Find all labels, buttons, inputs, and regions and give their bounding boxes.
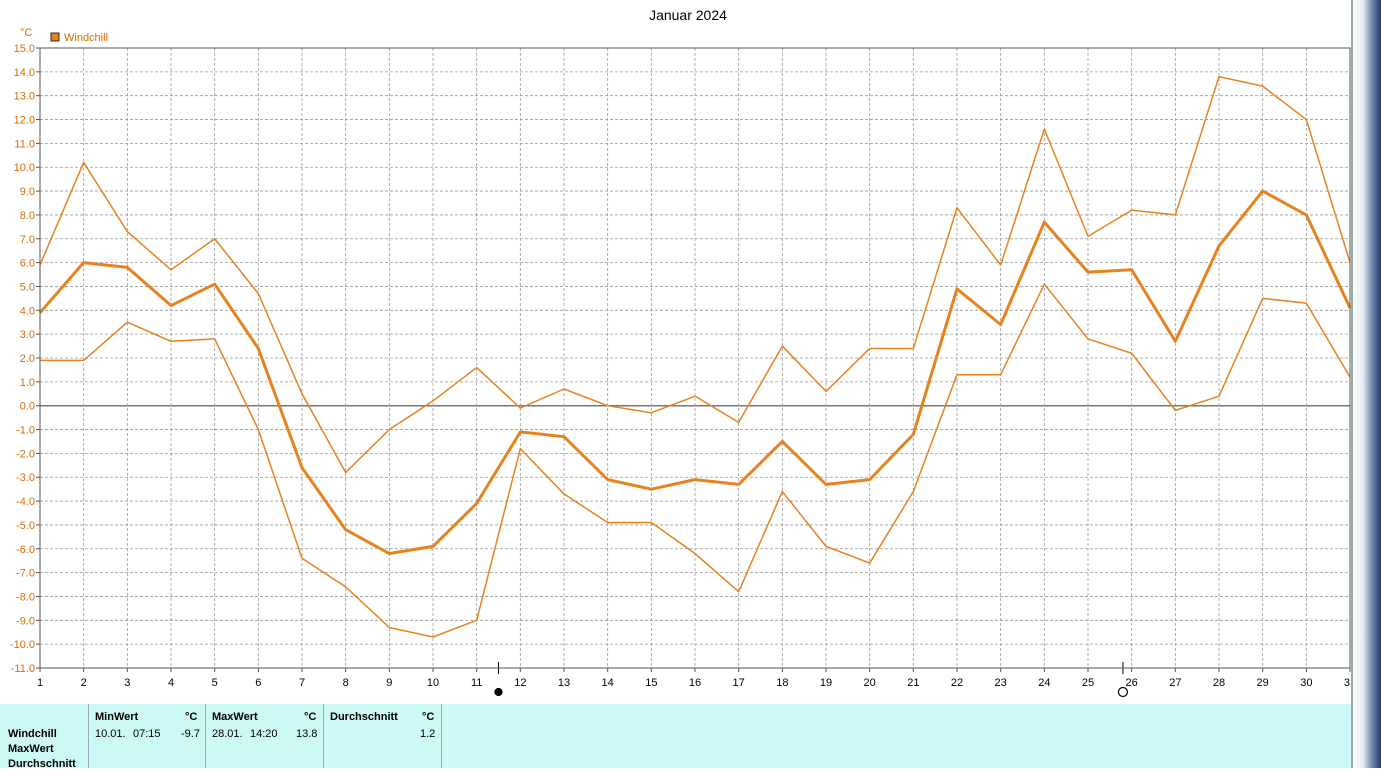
y-tick-label: 4.0 [20,305,35,317]
x-tick-label: 23 [995,677,1007,689]
y-tick-label: 0.0 [20,401,35,413]
x-tick-label: 7 [299,677,305,689]
y-tick-label: -10.0 [10,639,35,651]
series-line-1 [38,189,1352,556]
stats-row-label-durchschnitt: Durchschnitt [8,758,76,770]
y-tick-label: -7.0 [16,568,35,580]
y-tick-label: 8.0 [20,210,35,222]
y-tick-label: -11.0 [11,663,35,675]
x-tick-label: 16 [689,677,701,689]
y-tick-label: -4.0 [16,496,35,508]
legend-label: Windchill [64,32,108,44]
series-line-0 [39,75,1351,474]
x-tick-label: 27 [1169,677,1181,689]
chart-series [38,75,1352,638]
y-tick-label: 1.0 [20,377,35,389]
x-tick-label: 24 [1038,677,1050,689]
y-axis-unit: °C [20,27,32,39]
windchill-chart: Januar 2024 °C Windchill 15.014.013.012.… [10,7,1356,698]
min-header: MinWert [95,711,139,723]
x-tick-label: 11 [471,677,482,689]
y-tick-label: -9.0 [16,615,35,627]
y-tick-label: -2.0 [16,448,35,460]
x-tick-label: 2 [81,677,87,689]
y-tick-label: -3.0 [16,472,35,484]
max-time: 14:20 [250,728,278,740]
x-tick-label: 12 [514,677,526,689]
x-axis-ticks: 1 2 3 4 5 6 7 8 9 10 11 12 13 14 15 16 17 18 19 20 21 22 23 24 2… [37,668,1356,689]
x-tick-label: 1 [37,677,43,689]
x-tick-label: 26 [1126,677,1138,689]
y-tick-label: 13.0 [14,91,35,103]
full-moon-icon [494,687,503,697]
max-value: 13.8 [296,728,318,740]
y-tick-label: 15.0 [14,43,35,55]
chart-grid [40,47,1350,669]
x-tick-label: 6 [255,677,261,689]
x-tick-label: 15 [645,677,657,689]
stats-column-min: MinWert °C 10.01. 07:15 -9.7 [88,704,206,768]
window-edge [1351,0,1353,768]
avg-header: Durchschnitt [330,711,398,723]
series-line-2 [40,283,1351,638]
stats-row-label-maxwert: MaxWert [8,743,54,755]
y-tick-label: 12.0 [14,115,35,127]
min-time: 07:15 [133,728,161,740]
y-tick-label: 7.0 [20,234,35,246]
stats-column-max: MaxWert °C 28.01. 14:20 13.8 [205,704,324,768]
y-tick-label: 5.0 [20,281,35,293]
x-tick-label: 22 [951,677,963,689]
stats-column-avg: Durchschnitt °C 1.2 [323,704,442,768]
y-tick-label: 2.0 [20,353,35,365]
y-tick-label: 9.0 [20,186,35,198]
statistics-panel: Windchill MaxWert Durchschnitt MinWert °… [0,704,1351,770]
chart-title: Januar 2024 [649,7,727,23]
y-tick-label: 10.0 [14,162,35,174]
x-tick-label: 9 [386,677,392,689]
new-moon-icon [1117,686,1129,698]
x-tick-label: 17 [733,677,745,689]
x-tick-label: 29 [1257,677,1269,689]
y-axis-ticks: 15.0 14.0 13.0 12.0 11.0 10.0 9.0 8.0 7.0 6.0 5.0 4… [10,43,40,675]
legend-swatch [50,32,60,42]
x-tick-label: 13 [558,677,570,689]
y-tick-label: -8.0 [16,591,35,603]
x-tick-label: 4 [168,677,174,689]
desktop-background-strip [1351,0,1381,768]
stats-row-label-windchill: Windchill [8,728,57,740]
y-tick-label: 3.0 [20,329,35,341]
max-header: MaxWert [212,711,258,723]
x-tick-label: 19 [820,677,832,689]
plot-frame [39,47,1351,669]
x-tick-label: 18 [776,677,788,689]
max-unit: °C [304,711,317,723]
max-date: 28.01. [212,728,243,740]
avg-unit: °C [422,711,435,723]
x-tick-label: 20 [864,677,876,689]
moon-markers [494,662,1129,698]
x-tick-label: 14 [602,677,614,689]
min-date: 10.01. [95,728,126,740]
min-unit: °C [185,711,198,723]
y-tick-label: 6.0 [20,258,35,270]
avg-value: 1.2 [420,728,436,740]
x-tick-label: 8 [343,677,349,689]
y-tick-label: -6.0 [16,544,35,556]
min-value: -9.7 [181,728,200,740]
y-tick-label: -1.0 [16,425,35,437]
y-tick-label: -5.0 [16,520,35,532]
y-tick-label: 11.0 [14,138,35,150]
stats-column-end [441,704,443,768]
x-tick-label: 10 [427,677,439,689]
x-tick-label: 25 [1082,677,1094,689]
x-tick-label: 3 [124,677,130,689]
x-tick-label: 30 [1300,677,1312,689]
x-tick-label: 21 [907,677,919,689]
y-tick-label: 14.0 [14,67,35,79]
x-tick-label: 5 [212,677,218,689]
x-tick-label: 28 [1213,677,1225,689]
